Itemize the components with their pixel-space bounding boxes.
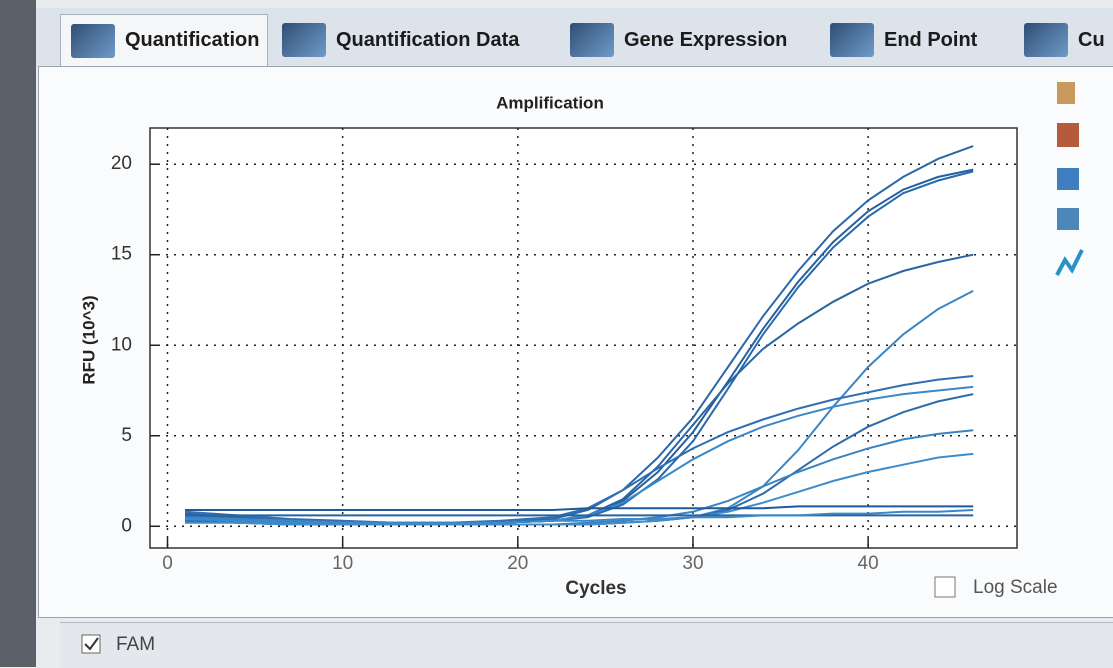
x-axis-label: Cycles xyxy=(565,578,626,599)
chart: Amplification Cycles RFU (10^3) Log Scal… xyxy=(0,0,1113,667)
log-scale-label[interactable]: Log Scale xyxy=(973,577,1058,598)
y-tick-label: 0 xyxy=(121,515,132,536)
screen: QuantificationQuantification DataGene Ex… xyxy=(0,0,1113,667)
y-axis-label: RFU (10^3) xyxy=(79,295,98,384)
x-tick-label: 40 xyxy=(858,553,879,574)
x-tick-label: 20 xyxy=(507,553,528,574)
chart-title: Amplification xyxy=(496,93,604,112)
line-icon[interactable] xyxy=(1057,250,1082,275)
toolbar xyxy=(1057,82,1082,275)
save-icon[interactable] xyxy=(1057,168,1079,190)
plot-area xyxy=(150,128,1017,548)
y-tick-label: 20 xyxy=(111,153,132,174)
zoom-icon[interactable] xyxy=(1057,208,1079,230)
log-scale-checkbox[interactable] xyxy=(935,577,955,597)
y-tick-label: 10 xyxy=(111,334,132,355)
channel-control: FAM xyxy=(60,623,260,668)
export-icon[interactable] xyxy=(1057,123,1079,147)
x-tick-label: 10 xyxy=(332,553,353,574)
channel-label[interactable]: FAM xyxy=(116,634,155,655)
y-tick-label: 15 xyxy=(111,244,132,265)
channel-bar: FAM xyxy=(60,622,1113,668)
y-tick-label: 5 xyxy=(121,425,132,446)
x-tick-label: 0 xyxy=(162,553,173,574)
x-tick-label: 30 xyxy=(682,553,703,574)
copy-icon[interactable] xyxy=(1057,82,1075,104)
